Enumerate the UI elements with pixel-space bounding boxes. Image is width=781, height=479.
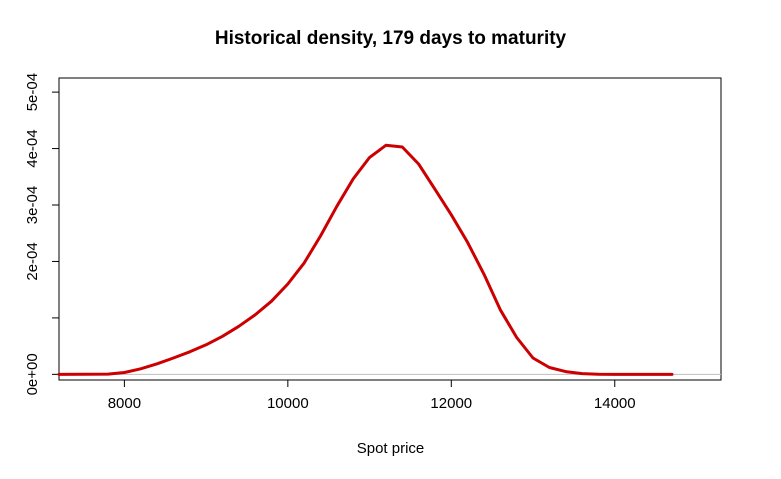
plot-frame xyxy=(58,77,722,381)
y-tick-label: 5e-04 xyxy=(24,73,41,111)
y-tick-label: 4e-04 xyxy=(24,129,41,167)
x-tick-label: 12000 xyxy=(430,395,472,412)
x-tick-label: 8000 xyxy=(108,395,141,412)
x-tick-label: 14000 xyxy=(594,395,636,412)
y-tick-label: 2e-04 xyxy=(24,242,41,280)
y-tick-label: 0e+00 xyxy=(24,353,41,395)
x-tick-label: 10000 xyxy=(267,395,309,412)
chart-title: Historical density, 179 days to maturity xyxy=(214,28,567,49)
y-tick-label: 3e-04 xyxy=(24,186,41,224)
density-line xyxy=(57,143,674,376)
x-axis-label: Spot price xyxy=(356,440,425,457)
